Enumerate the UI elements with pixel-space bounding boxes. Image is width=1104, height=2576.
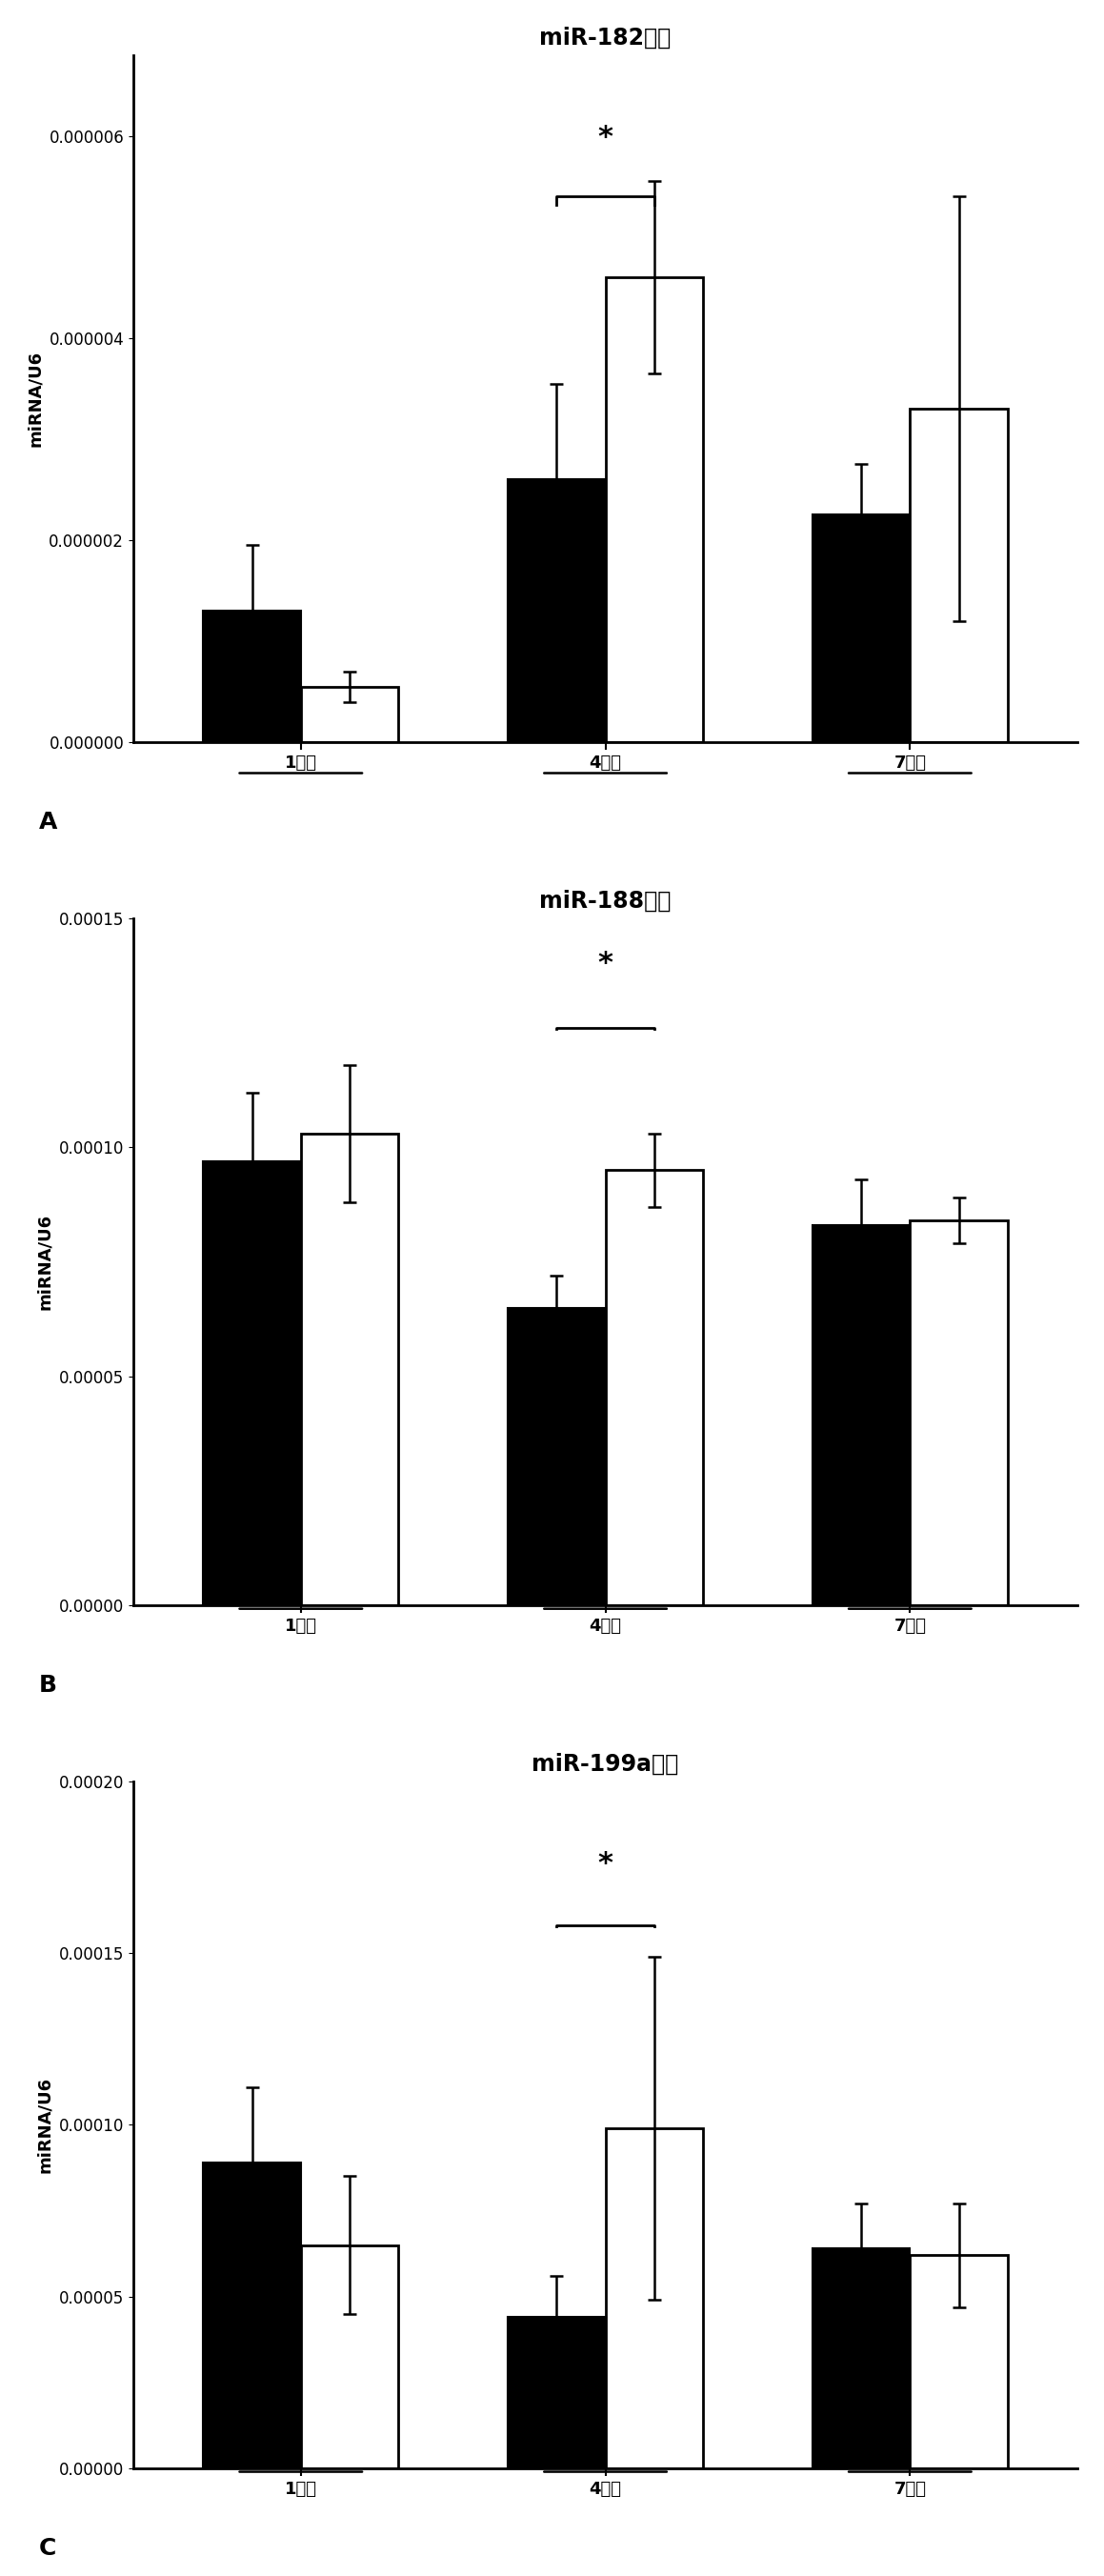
Bar [508, 2318, 605, 2468]
Bar [300, 688, 399, 742]
Bar [508, 479, 605, 742]
Title: miR-182海马: miR-182海马 [540, 26, 671, 49]
Bar [910, 410, 1008, 742]
Bar [813, 2249, 910, 2468]
Bar [203, 1162, 300, 1605]
Bar [300, 1133, 399, 1605]
Text: B: B [39, 1674, 57, 1698]
Text: *: * [597, 124, 613, 152]
Title: miR-188海马: miR-188海马 [540, 889, 671, 912]
Bar [605, 2128, 703, 2468]
Bar [300, 2246, 399, 2468]
Text: *: * [597, 1850, 613, 1878]
Title: miR-199a海马: miR-199a海马 [532, 1752, 679, 1775]
Bar [813, 515, 910, 742]
Bar [508, 1309, 605, 1605]
Text: C: C [39, 2537, 56, 2561]
Bar [203, 2164, 300, 2468]
Bar [203, 611, 300, 742]
Y-axis label: miRNA/U6: miRNA/U6 [36, 2076, 54, 2174]
Y-axis label: miRNA/U6: miRNA/U6 [36, 1213, 54, 1311]
Text: *: * [597, 951, 613, 979]
Text: A: A [39, 811, 57, 835]
Y-axis label: miRNA/U6: miRNA/U6 [26, 350, 43, 446]
Bar [813, 1226, 910, 1605]
Bar [910, 1221, 1008, 1605]
Bar [605, 1170, 703, 1605]
Bar [605, 278, 703, 742]
Bar [910, 2257, 1008, 2468]
